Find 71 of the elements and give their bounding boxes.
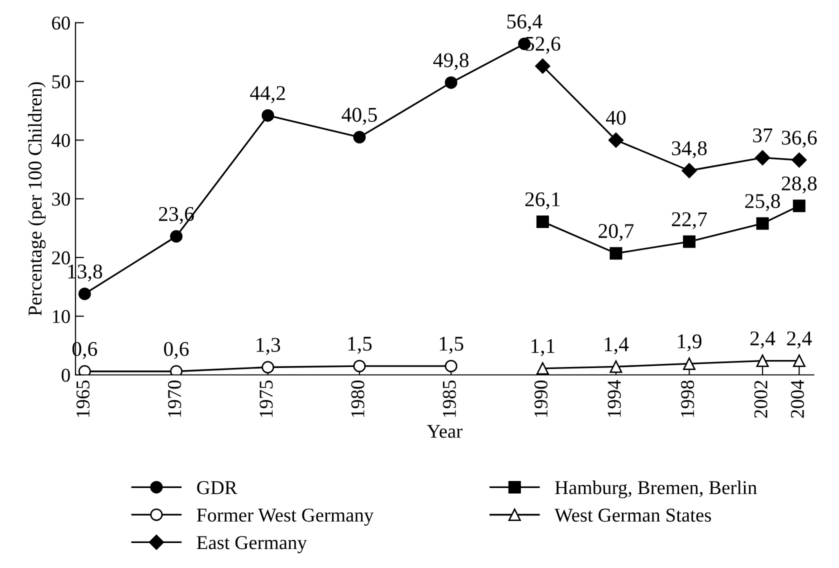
x-tick-label: 1985 — [442, 380, 456, 417]
y-tick-label: 40 — [52, 134, 70, 148]
data-label: 1,3 — [256, 338, 280, 355]
point — [792, 152, 807, 168]
y-tick-label: 60 — [52, 16, 70, 30]
point — [756, 354, 769, 368]
point — [353, 130, 366, 144]
point — [683, 235, 696, 248]
y-tick-label: 30 — [52, 192, 70, 206]
x-tick-label: 2002 — [754, 380, 768, 418]
data-label: 49,8 — [433, 53, 469, 70]
data-label: 25,8 — [745, 194, 780, 212]
y-tick-label: 0 — [62, 368, 70, 382]
data-label: 40 — [606, 110, 626, 125]
legend-label: GDR — [197, 481, 238, 494]
data-label: 1,5 — [348, 336, 372, 354]
point — [170, 230, 183, 243]
legend-label: East Germany — [196, 536, 307, 554]
y-tick-label: 10 — [52, 310, 70, 324]
point — [262, 361, 274, 374]
data-label: 40,5 — [342, 108, 377, 125]
point — [608, 132, 624, 148]
data-label: 37 — [753, 128, 772, 142]
point — [536, 215, 549, 228]
data-label: 2,4 — [750, 331, 776, 348]
point — [756, 217, 769, 230]
point — [754, 150, 770, 166]
point — [444, 360, 458, 372]
point — [170, 365, 183, 375]
data-label: 1,9 — [678, 334, 702, 352]
legend-label: West German States — [554, 508, 711, 522]
data-label: 1,5 — [440, 336, 464, 354]
x-tick-label: 1994 — [608, 380, 621, 417]
point — [78, 365, 91, 375]
point — [535, 58, 550, 74]
data-label: 34,8 — [672, 141, 707, 158]
data-label: 1,1 — [531, 339, 554, 356]
x-axis-title: Year — [426, 424, 462, 438]
data-label: 20,7 — [598, 224, 634, 242]
point — [610, 247, 622, 260]
data-label: 56,4 — [507, 14, 542, 32]
data-label: 2,4 — [787, 331, 812, 348]
data-label: 44,2 — [250, 86, 285, 104]
point — [262, 109, 274, 122]
point — [792, 354, 806, 368]
point — [444, 76, 458, 89]
x-tick-label: 1970 — [168, 380, 182, 417]
x-tick-label: 1980 — [351, 380, 364, 417]
point — [353, 360, 366, 372]
x-tick-label: 1990 — [534, 380, 548, 417]
y-tick-label: 50 — [52, 75, 70, 88]
point — [78, 288, 91, 300]
point — [536, 362, 549, 375]
y-axis-title: Percentage (per 100 Children) — [28, 82, 46, 316]
data-label: 26,1 — [525, 192, 560, 210]
data-label: 36,6 — [782, 130, 817, 148]
x-tick-label: 2004 — [790, 380, 804, 418]
x-tick-label: 1998 — [680, 380, 694, 417]
legend-label: Former West Germany — [196, 508, 374, 526]
point — [792, 200, 806, 212]
point — [683, 357, 696, 370]
data-label: 22,7 — [672, 212, 707, 230]
data-label: 0,6 — [164, 342, 189, 360]
data-label: 28,8 — [782, 176, 817, 194]
x-tick-label: 1965 — [76, 380, 90, 417]
data-label: 1,4 — [604, 337, 629, 354]
legend-label: Hamburg, Bremen, Berlin — [555, 480, 757, 498]
y-tick-label: 20 — [52, 251, 70, 264]
point — [682, 163, 697, 178]
x-tick-label: 1975 — [260, 380, 273, 417]
point — [610, 360, 622, 373]
